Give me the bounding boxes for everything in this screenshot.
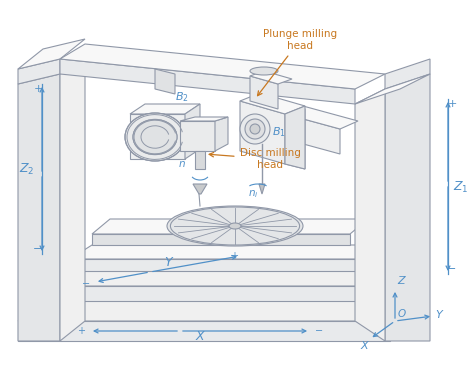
Polygon shape xyxy=(285,104,305,169)
Polygon shape xyxy=(185,104,200,159)
Polygon shape xyxy=(46,271,414,286)
Text: Disc milling
head: Disc milling head xyxy=(209,148,301,170)
Polygon shape xyxy=(60,44,385,89)
Polygon shape xyxy=(46,286,390,301)
Polygon shape xyxy=(250,76,278,109)
Polygon shape xyxy=(155,69,175,94)
Polygon shape xyxy=(130,114,185,159)
Polygon shape xyxy=(215,117,228,151)
Polygon shape xyxy=(285,106,305,169)
Polygon shape xyxy=(18,59,60,84)
Polygon shape xyxy=(285,106,358,129)
Text: +: + xyxy=(77,326,85,336)
Text: $Z_1$: $Z_1$ xyxy=(453,179,469,194)
Text: −: − xyxy=(82,279,90,289)
Polygon shape xyxy=(70,245,392,259)
Polygon shape xyxy=(18,301,418,321)
Text: $Z_2$: $Z_2$ xyxy=(18,162,34,176)
Ellipse shape xyxy=(240,114,270,144)
Text: Y: Y xyxy=(164,255,172,269)
Polygon shape xyxy=(18,321,390,341)
Text: +: + xyxy=(33,84,43,94)
Polygon shape xyxy=(180,117,228,121)
Ellipse shape xyxy=(250,67,278,75)
Ellipse shape xyxy=(229,223,241,229)
Polygon shape xyxy=(285,114,340,154)
Polygon shape xyxy=(385,59,430,89)
Text: Z: Z xyxy=(397,276,405,286)
Ellipse shape xyxy=(167,206,303,246)
Polygon shape xyxy=(240,101,285,164)
Polygon shape xyxy=(240,93,305,114)
Polygon shape xyxy=(385,74,430,341)
Polygon shape xyxy=(193,184,207,194)
Text: $B_1$: $B_1$ xyxy=(272,125,286,139)
Polygon shape xyxy=(180,121,215,151)
Polygon shape xyxy=(130,104,200,114)
Text: X: X xyxy=(360,341,368,351)
Text: $n_i$: $n_i$ xyxy=(248,188,258,200)
Polygon shape xyxy=(92,234,350,245)
Polygon shape xyxy=(18,39,85,69)
Text: −: − xyxy=(33,244,43,254)
Text: O: O xyxy=(398,309,406,319)
Ellipse shape xyxy=(125,113,185,161)
Polygon shape xyxy=(92,219,368,234)
Text: +: + xyxy=(447,99,456,109)
Text: +: + xyxy=(230,251,238,261)
Polygon shape xyxy=(355,89,385,341)
Text: $B_2$: $B_2$ xyxy=(175,90,189,104)
Ellipse shape xyxy=(250,124,260,134)
Polygon shape xyxy=(60,59,355,104)
Ellipse shape xyxy=(245,119,265,139)
Text: −: − xyxy=(315,326,323,336)
Text: Y: Y xyxy=(435,310,442,320)
Text: Plunge milling
head: Plunge milling head xyxy=(257,30,337,96)
Polygon shape xyxy=(18,74,60,341)
Text: X: X xyxy=(196,331,204,344)
Polygon shape xyxy=(60,64,85,341)
Polygon shape xyxy=(250,71,292,84)
Polygon shape xyxy=(70,259,370,271)
Text: −: − xyxy=(447,264,456,274)
Polygon shape xyxy=(355,74,430,104)
Text: $n$: $n$ xyxy=(178,159,186,169)
Polygon shape xyxy=(259,184,265,194)
Polygon shape xyxy=(195,151,205,169)
Ellipse shape xyxy=(133,120,177,155)
